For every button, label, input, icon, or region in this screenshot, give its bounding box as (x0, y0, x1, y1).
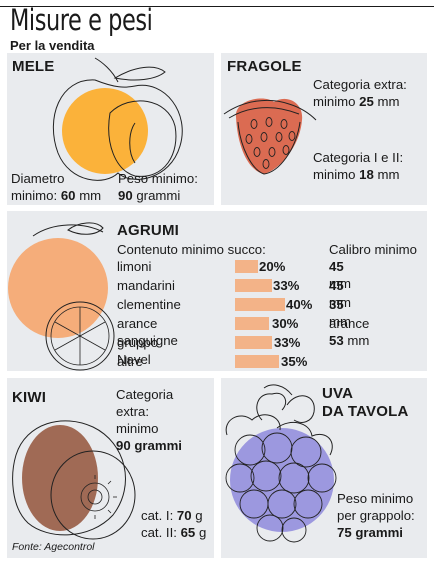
agrumi-bar (235, 298, 285, 311)
agrumi-row-percent: 20% (259, 259, 286, 274)
agrumi-bar (235, 317, 269, 330)
kiwi-categoria: Categoria extra: minimo 90 grammi (116, 386, 212, 454)
kiwi-illustration (12, 420, 136, 540)
mele-diametro-value: 60 (60, 188, 76, 203)
strawberry-fill (235, 98, 303, 174)
mele-diametro: Diametro minimo: 60 mm (11, 170, 116, 204)
kiwi-cat2-value: 65 (180, 525, 196, 540)
grape-illustration (225, 384, 337, 543)
agrumi-calibro-unit: mm (329, 295, 351, 310)
agrumi-calibro-unit: mm (347, 333, 370, 348)
kiwi-cat1-value: 70 (176, 508, 192, 523)
mele-peso-unit: grammi (136, 188, 181, 203)
agrumi-calibro-row: 45 mm (329, 277, 351, 311)
fragole-cat-12-line2: minimo 18 mm (313, 166, 427, 183)
fragole-cat-extra: Categoria extra: minimo 25 mm (313, 76, 427, 110)
kiwi-cat-value: 90 grammi (116, 438, 182, 453)
kiwi-cat-label-1: Categoria (116, 387, 174, 402)
strawberry-illustration (223, 98, 317, 175)
fragole-cat-12-unit: mm (377, 167, 400, 182)
agrumi-bar (235, 260, 258, 273)
fragole-title: FRAGOLE (227, 58, 302, 75)
apple-illustration (52, 57, 183, 181)
mele-peso-value: 90 (118, 188, 133, 203)
mele-peso-line2: 90 grammi (118, 187, 214, 204)
kiwi-fill (22, 425, 98, 531)
agrumi-row-name: gruppo Navel (117, 335, 159, 367)
agrumi-row-name: limoni (117, 259, 152, 274)
page-title: Misure e pesi (10, 3, 153, 37)
kiwi-title: KIWI (12, 389, 47, 406)
mele-diametro-label-1: Diametro (11, 171, 65, 186)
kiwi-cat2-label: cat. II: (141, 525, 177, 540)
orange-fill (8, 238, 108, 338)
agrumi-row-name: altre (117, 354, 143, 369)
fragole-cat-12-label: Categoria I e II: (313, 150, 404, 165)
source-note: Fonte: Agecontrol (12, 541, 95, 553)
agrumi-row-percent: 33% (273, 278, 300, 293)
uva-peso-label-1: Peso minimo (337, 491, 414, 506)
agrumi-calibro-value: 35 (329, 297, 344, 312)
agrumi-bar (235, 355, 279, 368)
uva-title-line-2: DA TAVOLA (322, 403, 409, 420)
agrumi-row-percent: 40% (286, 297, 313, 312)
agrumi-calibro-row: 45 mm (329, 258, 351, 292)
page-subtitle: Per la vendita (10, 38, 95, 53)
agrumi-row-name: arance sanguigne (117, 316, 178, 348)
mele-title: MELE (12, 58, 55, 75)
agrumi-bar (235, 279, 272, 292)
agrumi-row-percent: 33% (274, 335, 301, 350)
agrumi-calibro-prefix: arance (329, 316, 370, 331)
mele-diametro-label-2: minimo: (11, 188, 58, 203)
fragole-cat-12: Categoria I e II: minimo 18 mm (313, 149, 427, 183)
uva-peso-label-2: per grappolo: (337, 508, 415, 523)
agrumi-succo-header: Contenuto minimo succo: (117, 242, 266, 257)
kiwi-cat-label-3: minimo (116, 421, 159, 436)
kiwi-cat1-label: cat. I: (141, 508, 174, 523)
kiwi-cat1-unit: g (195, 508, 203, 523)
agrumi-row-percent: 30% (272, 316, 299, 331)
agrumi-row-name: mandarini (117, 278, 175, 293)
fragole-cat-extra-label: Categoria extra: (313, 77, 407, 92)
fragole-cat-extra-line2: minimo 25 mm (313, 93, 427, 110)
agrumi-calibro-unit: mm (329, 276, 351, 291)
agrumi-row-percent: 35% (281, 354, 308, 369)
agrumi-calibro-row: 35 mm (329, 296, 351, 330)
fragole-cat-extra-min: minimo (313, 94, 356, 109)
apple-fill (62, 88, 148, 174)
uva-peso: Peso minimo per grappolo: 75 grammi (337, 490, 429, 541)
agrumi-calibro-unit: mm (329, 314, 351, 329)
uva-peso-value: 75 grammi (337, 525, 403, 540)
agrumi-bar (235, 336, 272, 349)
uva-title: UVA DA TAVOLA (322, 385, 409, 421)
mele-diametro-unit: mm (79, 188, 102, 203)
agrumi-calibro-row: arance 53 mm (329, 315, 369, 349)
agrumi-title: AGRUMI (117, 222, 180, 239)
fragole-cat-12-value: 18 (359, 167, 374, 182)
fragole-cat-extra-unit: mm (377, 94, 400, 109)
mele-peso: Peso minimo: 90 grammi (118, 170, 214, 204)
fragole-cat-extra-value: 25 (359, 94, 374, 109)
kiwi-cat2: cat. II: 65 g (141, 524, 206, 541)
grape-fill (230, 428, 334, 532)
mele-peso-label: Peso minimo: (118, 171, 198, 186)
header-rule (0, 6, 434, 7)
kiwi-cat2-unit: g (198, 525, 207, 540)
uva-title-line-1: UVA (322, 385, 354, 402)
kiwi-cat1: cat. I: 70 g (141, 507, 203, 524)
citrus-illustration (8, 222, 115, 371)
agrumi-row-name: clementine (117, 297, 181, 312)
agrumi-calibro-value: 53 (329, 333, 344, 348)
fragole-cat-12-min: minimo (313, 167, 356, 182)
mele-diametro-line2: minimo: 60 mm (11, 187, 116, 204)
kiwi-cat-label-2: extra: (116, 404, 149, 419)
agrumi-calibro-value: 45 (329, 259, 344, 274)
agrumi-calibro-header: Calibro minimo (329, 242, 417, 257)
agrumi-calibro-value: 45 (329, 278, 344, 293)
